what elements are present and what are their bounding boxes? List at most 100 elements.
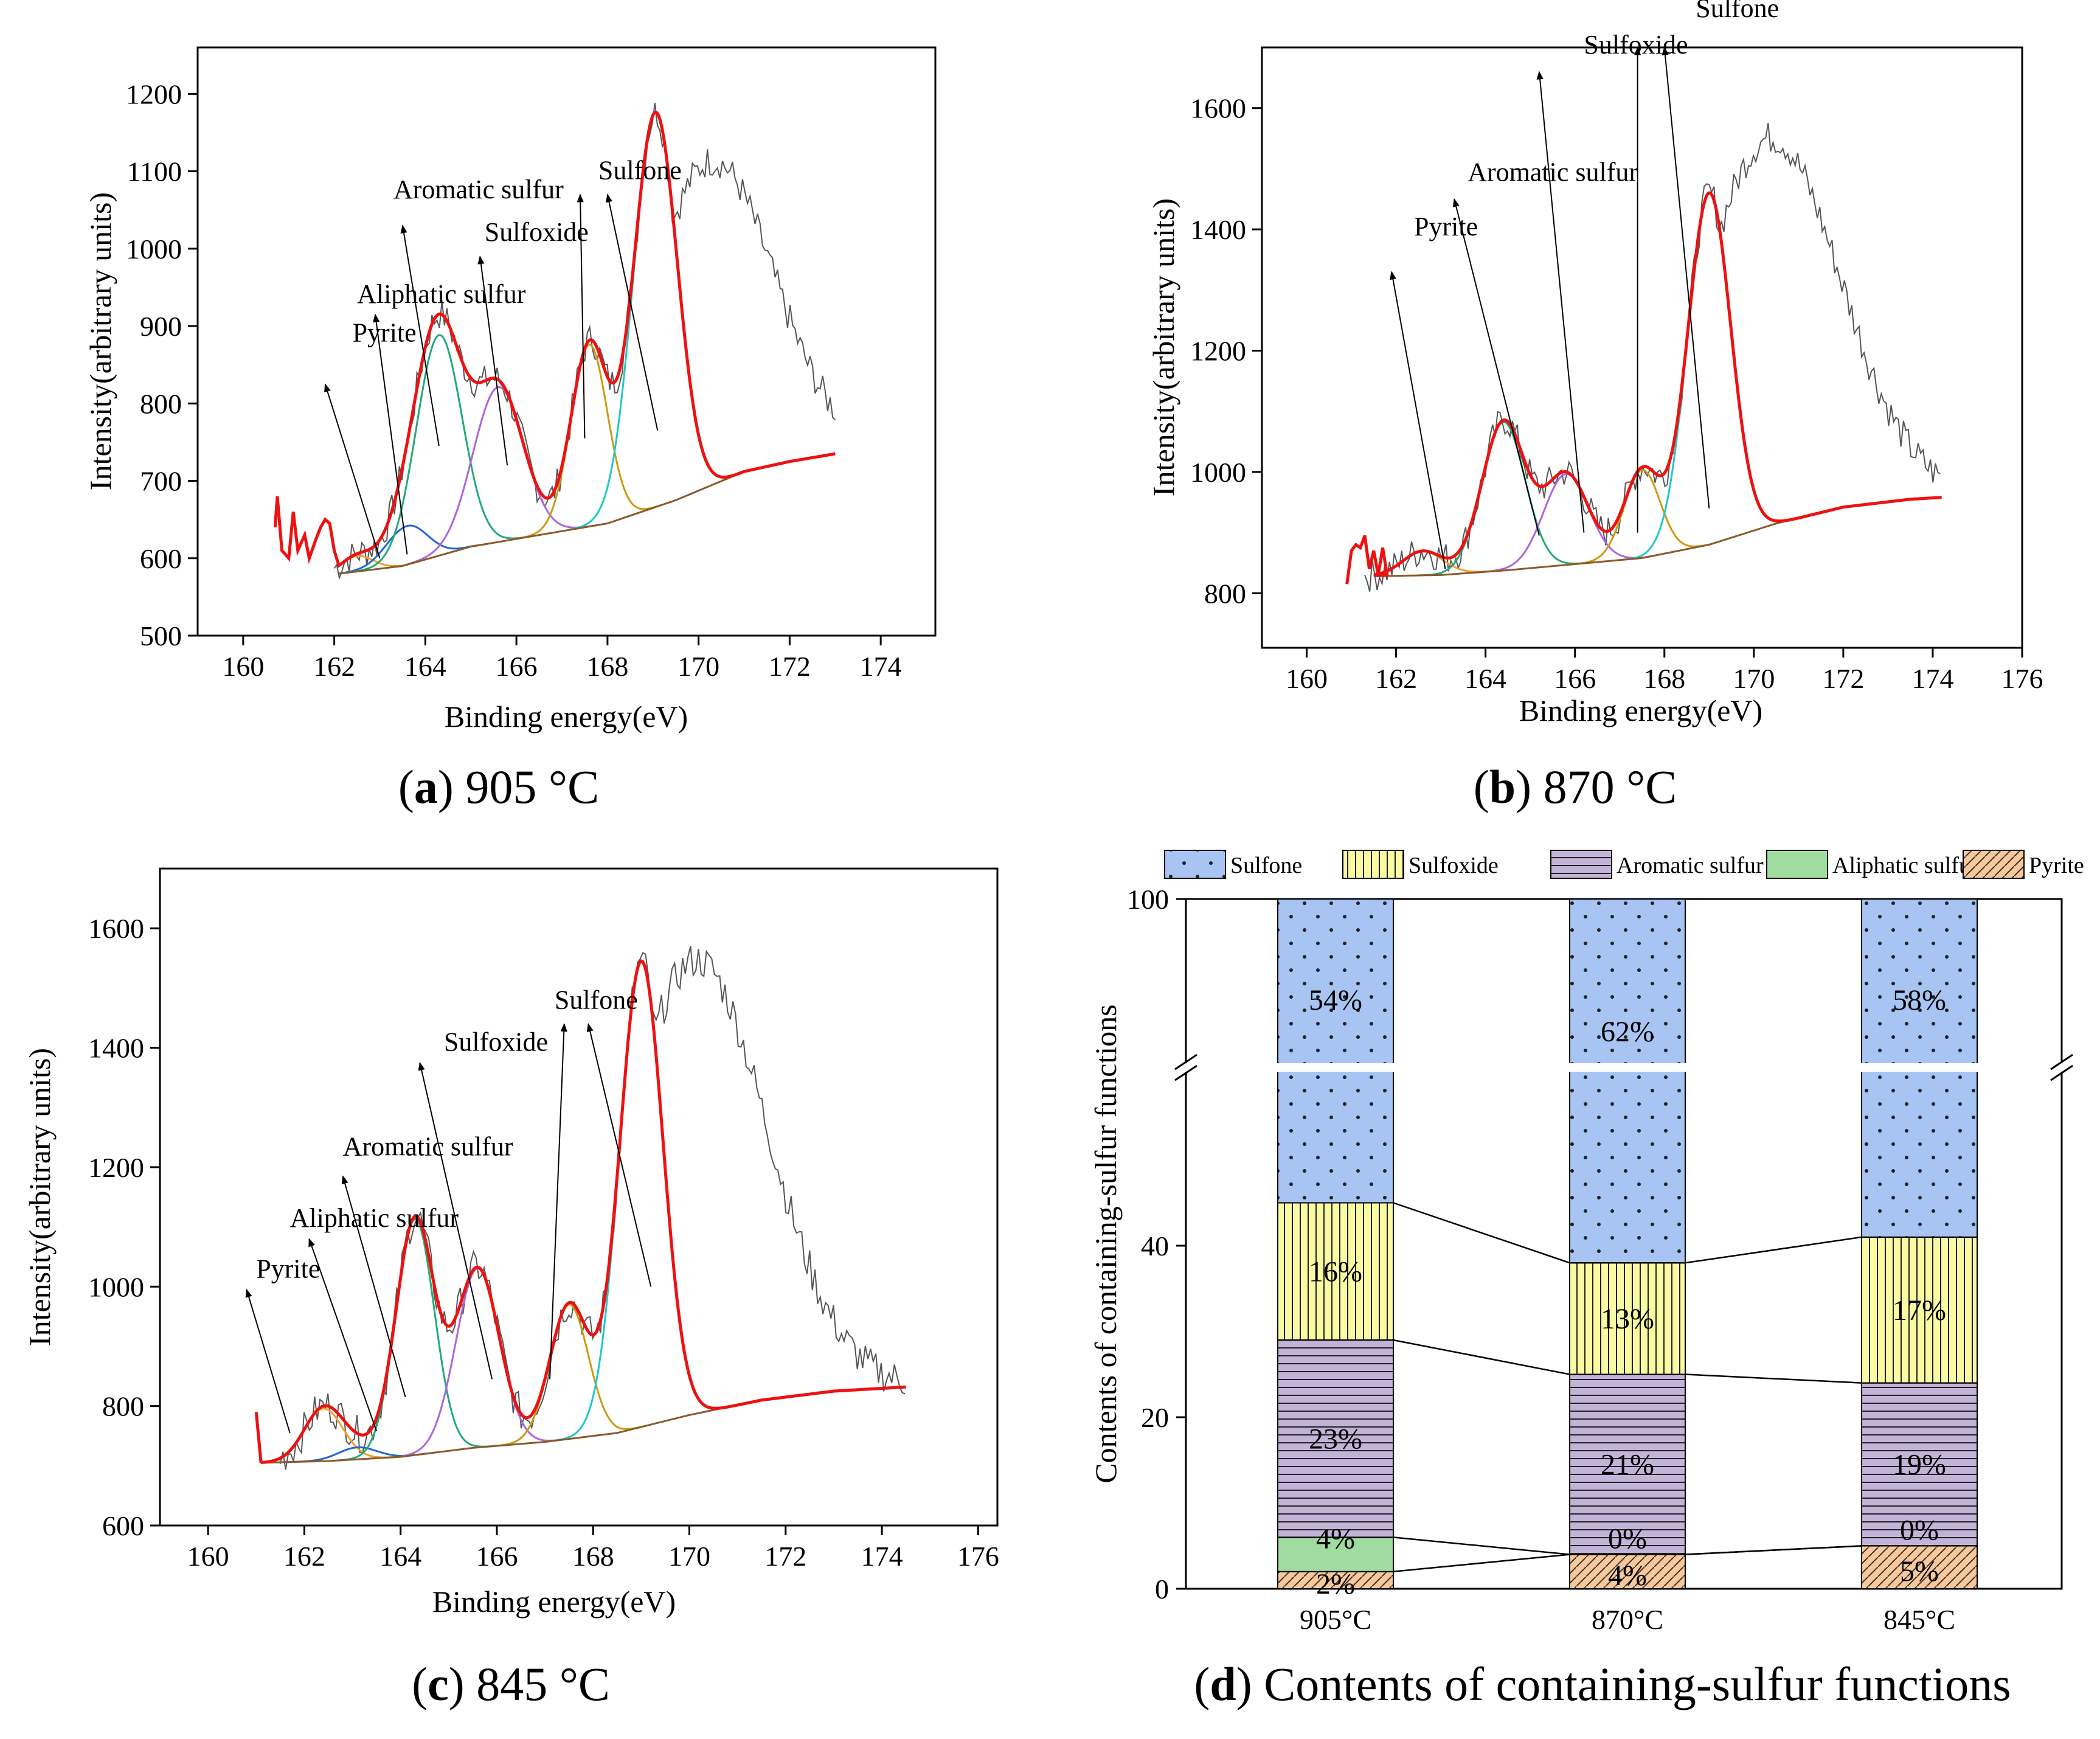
panel-c-annotations: Pyrite Aliphatic sulfur Aromatic sulfur Sul… <box>245 985 652 1434</box>
bar-percent-label: 4% <box>1608 1560 1647 1592</box>
axis-break-mark <box>1174 1053 1197 1071</box>
bar-segment-pattern <box>1569 1262 1686 1375</box>
x-tick-label: 166 <box>1554 663 1596 694</box>
bar-percent-label: 0% <box>1608 1523 1647 1555</box>
x-tick-label: 170 <box>1733 663 1775 694</box>
y-tick-label: 800 <box>140 388 182 419</box>
x-tick-label: 164 <box>379 1541 421 1572</box>
y-tick-label: 100 <box>1127 884 1169 915</box>
x-tick-label: 160 <box>1286 663 1328 694</box>
y-tick-label: 500 <box>140 620 182 651</box>
x-tick-label: 162 <box>283 1541 325 1572</box>
y-tick-label: 600 <box>140 543 182 574</box>
y-tick-label: 1400 <box>1190 214 1246 245</box>
x-tick-label: 172 <box>764 1541 806 1572</box>
raw-spectrum-line <box>333 102 836 580</box>
x-tick-label: 176 <box>957 1541 999 1572</box>
y-tick-label: 1000 <box>126 234 182 265</box>
y-tick-label: 700 <box>140 466 182 497</box>
y-tick-label: 600 <box>102 1510 144 1541</box>
bar-percent-label: 2% <box>1316 1568 1355 1600</box>
panel-c-ticks: 160 162 164 166 168 170 172 174 176 600 800 1000 120… <box>88 913 999 1572</box>
annotation-arrow <box>549 1022 567 1380</box>
y-tick-label: 1600 <box>1190 93 1246 124</box>
bar-segment-pattern <box>1277 1202 1394 1341</box>
component-peak-sulfoxide <box>398 386 598 568</box>
stack-connector-line <box>1685 1373 1862 1384</box>
annotation-arrow <box>308 1238 378 1432</box>
fitted-envelope-line <box>273 110 836 568</box>
stack-connector-line <box>1393 1553 1570 1573</box>
y-tick-label: 1200 <box>126 78 182 109</box>
bar-segment-pattern <box>1861 1236 1978 1384</box>
annotation-arrow <box>373 313 408 555</box>
annotation-label: Pyrite <box>256 1254 320 1284</box>
x-tick-label: 170 <box>668 1541 710 1572</box>
x-tick-label: 174 <box>860 651 902 682</box>
panel-c-xps-845: 160 162 164 166 168 170 172 174 176 600 800 1000 120… <box>23 867 999 1710</box>
panel-b-ylabel: Intensity(arbitrary units) <box>1146 198 1180 496</box>
y-tick-label: 800 <box>102 1391 144 1422</box>
stack-connector-line <box>1685 1545 1862 1555</box>
x-category-label: 905°C <box>1300 1604 1371 1635</box>
legend-swatch-pattern <box>1963 850 2025 879</box>
bar-percent-label: 13% <box>1601 1303 1654 1335</box>
bar-percent-label: 16% <box>1309 1255 1362 1288</box>
y-tick-label: 1200 <box>88 1152 144 1183</box>
component-peak-sulfone <box>1570 469 1713 566</box>
annotation-arrow <box>1452 198 1540 536</box>
x-tick-label: 164 <box>404 651 446 682</box>
bar-segment-pattern <box>1861 1382 1978 1547</box>
bar-percent-label: 23% <box>1309 1423 1362 1455</box>
panel-a-plot-frame <box>196 46 937 637</box>
annotation-arrow <box>341 1175 406 1398</box>
y-tick-label: 20 <box>1141 1402 1169 1433</box>
x-category-label: 870°C <box>1592 1604 1663 1635</box>
annotation-label: Aromatic sulfur <box>1468 157 1638 187</box>
bar-percent-label: 17% <box>1893 1294 1946 1327</box>
legend-label: Pyrite <box>2029 853 2084 878</box>
bar-segment-pattern <box>1277 898 1394 1204</box>
panel-a-ticks: 160 162 164 166 168 170 172 174 500 600 700 800 900 1… <box>126 78 902 682</box>
annotation-arrow <box>400 224 440 446</box>
component-peak-sulfone <box>516 344 662 540</box>
bar-percent-label: 5% <box>1900 1555 1939 1588</box>
panel-b-plot-frame <box>1261 46 2023 649</box>
stack-connector-line <box>1393 1202 1570 1264</box>
y-tick-label: 800 <box>1204 578 1246 609</box>
x-tick-label: 168 <box>1643 663 1685 694</box>
legend-label: Sulfone <box>1230 853 1302 878</box>
x-tick-label: 174 <box>1911 663 1953 694</box>
component-peak-sulfone <box>491 1303 646 1448</box>
annotation-arrow <box>606 193 659 431</box>
bar-segment-pattern <box>1569 1553 1686 1590</box>
panel-c-plot-frame <box>159 867 999 1527</box>
panel-c-caption: (c) 845 °C <box>412 1657 610 1710</box>
panel-a-xps-905: 160 162 164 166 168 170 172 174 500 600 700 800 900 1… <box>83 46 937 813</box>
y-tick-label: 1600 <box>88 913 144 944</box>
bar-percent-label: 0% <box>1900 1515 1939 1547</box>
bar-percent-label: 4% <box>1316 1523 1355 1555</box>
raw-spectrum-line <box>1364 123 1941 592</box>
annotation-arrow <box>245 1288 291 1434</box>
annotation-label: Aromatic sulfur <box>393 175 564 204</box>
component-peak-aromatic-sulfur <box>338 1218 491 1462</box>
panel-c-ylabel: Intensity(arbitrary units) <box>23 1048 57 1346</box>
x-tick-label: 172 <box>1822 663 1864 694</box>
panel-a-xlabel: Binding energy(eV) <box>445 699 688 734</box>
panel-a-caption-text: 905 °C <box>454 760 599 813</box>
annotation-label: Sulfoxide <box>1584 30 1688 60</box>
panel-b-curves <box>1345 123 1942 592</box>
annotation-label: Sulfoxide <box>485 217 589 247</box>
x-tick-label: 166 <box>496 651 538 682</box>
y-tick-label: 900 <box>140 311 182 342</box>
legend-swatch <box>1766 850 1828 879</box>
annotation-label: Sulfone <box>1696 0 1779 23</box>
annotation-label: Pyrite <box>353 318 417 348</box>
x-tick-label: 170 <box>677 651 719 682</box>
y-tick-label: 1400 <box>88 1033 144 1064</box>
bar-segment-pattern <box>1277 1339 1394 1538</box>
bar-percent-label: 54% <box>1309 984 1362 1016</box>
legend-label: Aromatic sulfur <box>1617 853 1764 878</box>
stack-connector-line <box>1393 1536 1570 1555</box>
